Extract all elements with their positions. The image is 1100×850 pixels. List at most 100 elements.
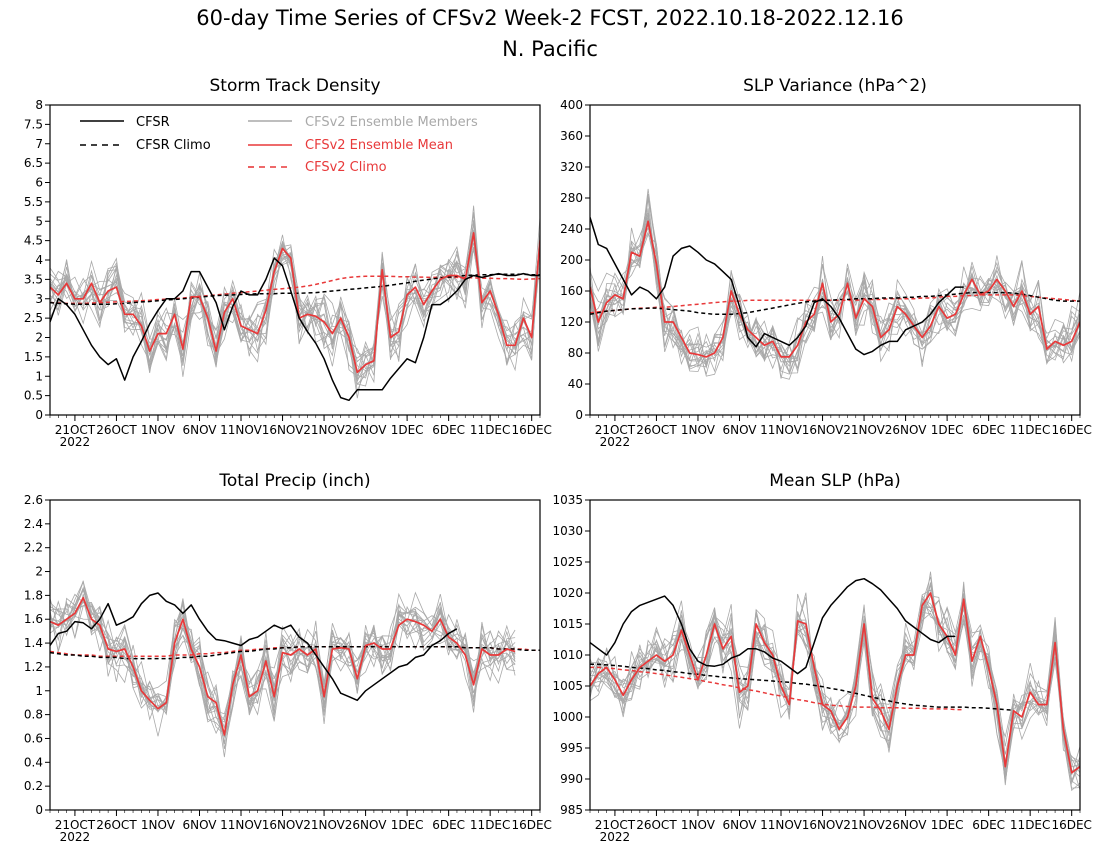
x-tick-label: 21NOV [303,818,345,832]
x-tick-label: 26OCT [636,818,677,832]
x-tick-label: 1NOV [681,818,716,832]
y-tick-label: 4.5 [24,234,43,248]
x-tick-label: 26OCT [96,423,137,437]
y-tick-label: 5 [35,214,43,228]
y-tick-label: 1005 [552,679,583,693]
series-lines [590,217,1080,358]
y-tick-label: 0.5 [24,389,43,403]
x-tick-label: 11NOV [760,423,802,437]
x-tick-label: 26NOV [885,818,927,832]
x-tick-label: 26NOV [345,423,387,437]
plot-frame [49,499,541,811]
x-tick-label: 11NOV [220,423,262,437]
y-tick-label: 400 [560,98,583,112]
legend-label-members: CFSv2 Ensemble Members [305,115,478,130]
x-tick-label: 6NOV [182,423,217,437]
ensemble-member-line [50,602,516,737]
y-tick-label: 1 [35,684,43,698]
series-line-cfsr [50,257,540,402]
x-tick-label: 6NOV [182,818,217,832]
ensemble-member-line [590,230,1080,370]
figure-title: 60-day Time Series of CFSv2 Week-2 FCST,… [196,6,903,30]
series-line-cfsr [50,592,458,702]
y-tick-label: 3.5 [24,272,43,286]
plot-frame [589,104,1081,416]
x-tick-label: 26NOV [885,423,927,437]
y-tick-label: 0 [35,408,43,422]
x-year-label: 2022 [600,435,631,449]
y-tick-label: 2.6 [24,493,43,507]
x-tick-label: 6DEC [432,818,465,832]
x-tick-label: 21NOV [843,423,885,437]
y-tick-label: 240 [560,222,583,236]
y-tick-label: 1.5 [24,350,43,364]
series-line-cfsr [590,217,964,356]
ensemble-member-line [590,581,1080,771]
y-tick-label: 1.2 [24,660,43,674]
y-tick-label: 1030 [552,524,583,538]
y-tick-label: 280 [560,191,583,205]
x-tick-label: 21NOV [843,818,885,832]
y-tick-label: 40 [568,377,583,391]
ensemble-member-line [50,212,540,367]
y-tick-label: 360 [560,129,583,143]
y-tick-label: 985 [560,803,583,817]
y-tick-label: 0 [35,803,43,817]
panel-title: SLP Variance (hPa^2) [743,76,927,96]
series-lines [590,577,1080,774]
y-tick-label: 8 [35,98,43,112]
ensemble-member-line [50,601,516,733]
x-tick-label: 11NOV [760,818,802,832]
x-tick-label: 1DEC [931,423,964,437]
ensemble-member-line [50,598,516,749]
y-tick-label: 0.6 [24,731,43,745]
y-tick-label: 200 [560,253,583,267]
y-tick-label: 0.2 [24,779,43,793]
x-tick-label: 11DEC [470,423,510,437]
ensemble-member-line [590,576,1080,777]
y-tick-label: 1035 [552,493,583,507]
y-tick-label: 2.2 [24,541,43,555]
series-lines [50,232,540,402]
legend-label-cfsr-climo: CFSR Climo [136,138,211,153]
y-tick-label: 1025 [552,555,583,569]
x-tick-label: 16DEC [1051,423,1091,437]
legend-label-mean: CFSv2 Ensemble Mean [305,138,453,153]
y-tick-label: 6.5 [24,156,43,170]
y-tick-label: 1 [35,369,43,383]
ensemble-member-line [590,589,1080,781]
series-line-cfsv2-climo [590,666,964,711]
x-tick-label: 26OCT [96,818,137,832]
ensemble-member-line [590,596,1080,792]
x-tick-label: 26NOV [345,818,387,832]
y-tick-label: 0.8 [24,708,43,722]
series-line-cfsv2-ensemble-mean [50,232,540,374]
x-tick-label: 21OCT [55,423,96,437]
series-line-cfsr-climo [590,291,1080,316]
panel-title: Storm Track Density [209,76,380,96]
x-tick-label: 11DEC [1010,423,1050,437]
y-tick-label: 7 [35,137,43,151]
x-tick-label: 16NOV [802,423,844,437]
x-tick-label: 16DEC [1051,818,1091,832]
y-tick-label: 160 [560,284,583,298]
ensemble-member-line [50,586,516,735]
x-tick-label: 6DEC [432,423,465,437]
y-tick-label: 1010 [552,648,583,662]
x-tick-label: 16NOV [802,818,844,832]
y-tick-label: 1.6 [24,612,43,626]
x-tick-label: 1NOV [141,423,176,437]
x-tick-label: 1DEC [391,423,424,437]
panel-storm-track-density: Storm Track Density 0 0.5 1 1.5 2 2.5 3 3.5 4 4.5 5… [24,76,552,449]
ensemble-member-line [590,583,1080,782]
x-tick-label: 21NOV [303,423,345,437]
x-tick-label: 1DEC [931,818,964,832]
x-tick-label: 1NOV [141,818,176,832]
x-tick-label: 21OCT [595,818,636,832]
y-tick-label: 0 [575,408,583,422]
y-tick-label: 0.4 [24,755,43,769]
legend: CFSR CFSR Climo CFSv2 Ensemble Members C… [80,115,478,175]
ensemble-member-line [590,217,1080,369]
x-year-label: 2022 [600,830,631,844]
